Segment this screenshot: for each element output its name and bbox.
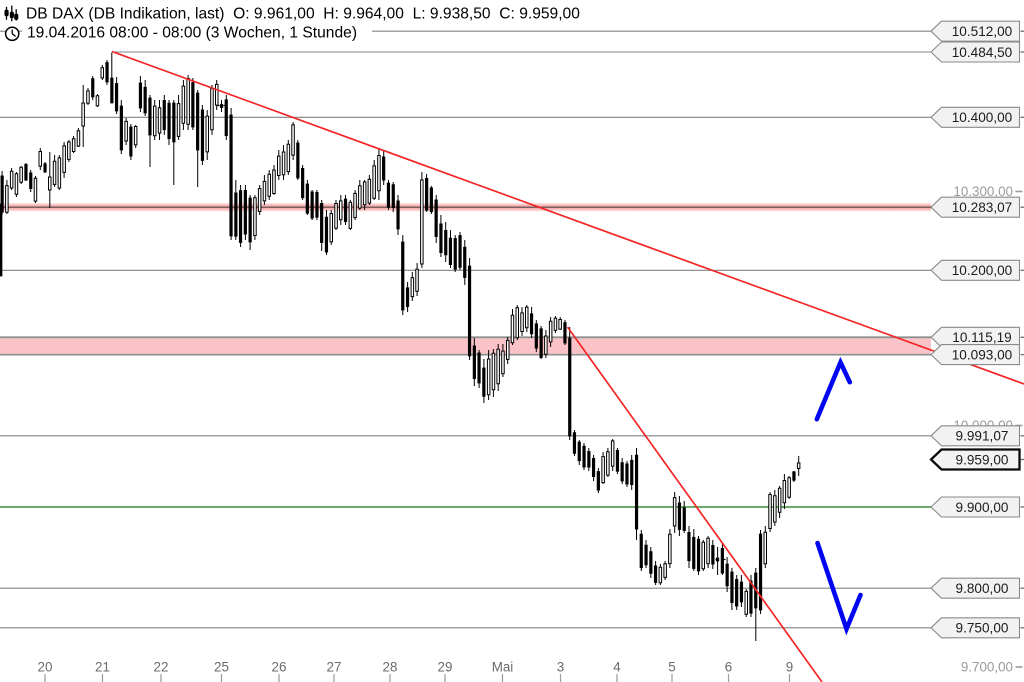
svg-text:29: 29: [438, 660, 453, 675]
svg-text:10.115,19: 10.115,19: [952, 330, 1011, 345]
svg-text:28: 28: [383, 660, 398, 675]
svg-text:26: 26: [272, 660, 287, 675]
svg-text:22: 22: [154, 660, 169, 675]
svg-text:20: 20: [38, 660, 53, 675]
svg-text:27: 27: [327, 660, 342, 675]
svg-text:9: 9: [786, 660, 793, 675]
svg-text:10.400,00: 10.400,00: [952, 110, 1013, 125]
svg-text:10.283,07: 10.283,07: [952, 200, 1012, 215]
svg-text:5: 5: [668, 660, 675, 675]
svg-text:4: 4: [613, 660, 621, 675]
svg-text:10.484,50: 10.484,50: [952, 45, 1013, 60]
svg-text:6: 6: [725, 660, 732, 675]
svg-text:9.959,00: 9.959,00: [956, 452, 1009, 467]
svg-text:9.900,00: 9.900,00: [956, 500, 1009, 515]
svg-text:9.750,00: 9.750,00: [956, 621, 1009, 636]
svg-text:3: 3: [557, 660, 564, 675]
svg-text:Mai: Mai: [492, 660, 514, 675]
svg-text:10.093,00: 10.093,00: [952, 347, 1013, 362]
svg-text:21: 21: [95, 660, 110, 675]
svg-text:DB DAX (DB Indikation, last): DB DAX (DB Indikation, last) O: 9.961,00…: [26, 6, 580, 23]
svg-text:9.800,00: 9.800,00: [956, 581, 1009, 596]
svg-text:9.991,07: 9.991,07: [956, 429, 1009, 444]
svg-text:9.700,00: 9.700,00: [961, 660, 1013, 675]
svg-text:19.04.2016 08:00 - 08:00 (3 Wo: 19.04.2016 08:00 - 08:00 (3 Wochen, 1 St…: [27, 25, 357, 42]
svg-text:10.200,00: 10.200,00: [952, 263, 1013, 278]
svg-text:10.512,00: 10.512,00: [952, 24, 1013, 39]
svg-text:25: 25: [214, 660, 229, 675]
svg-text:10.300,00: 10.300,00: [953, 184, 1013, 199]
